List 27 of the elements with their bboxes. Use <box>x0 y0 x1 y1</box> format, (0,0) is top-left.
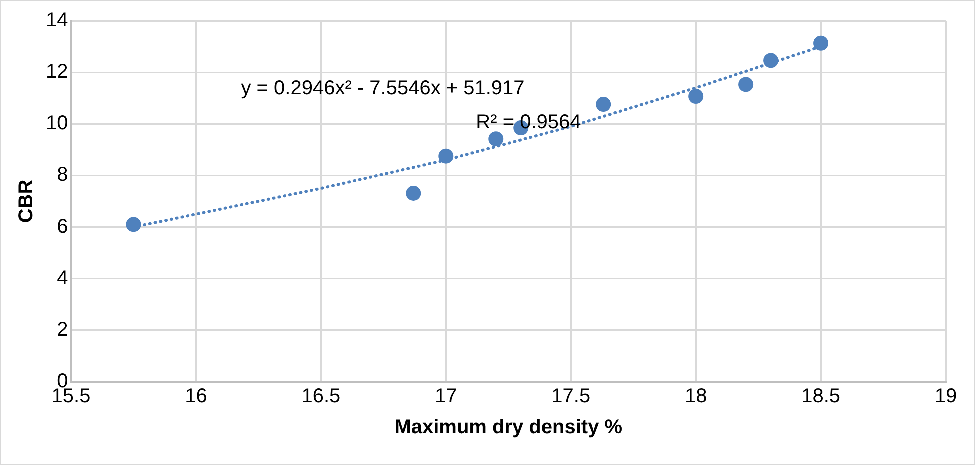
point <box>738 77 754 92</box>
y-tick-label: 6 <box>57 216 68 238</box>
y-tick-label: 2 <box>57 318 68 341</box>
point <box>814 36 829 51</box>
point <box>438 148 454 164</box>
x-axis-title: Maximum dry density % <box>394 416 623 439</box>
x-tick-label: 18.5 <box>802 386 841 408</box>
y-tick-label: 8 <box>57 164 68 186</box>
point <box>126 217 142 232</box>
x-tick-label: 18 <box>684 386 708 408</box>
point <box>688 89 704 104</box>
point <box>406 186 422 202</box>
y-tick-label: 12 <box>46 61 68 84</box>
annotation: R² = 0.9564 <box>476 112 582 134</box>
y-axis-title: CBR <box>16 179 38 224</box>
y-tick-label: 4 <box>57 267 68 290</box>
x-tick-label: 17 <box>435 386 458 408</box>
y-tick-label: 10 <box>46 112 68 135</box>
x-tick-label: 16.5 <box>302 386 341 408</box>
x-tick-label: 17.5 <box>552 386 591 408</box>
y-tick-label: 14 <box>46 10 68 32</box>
point <box>596 97 612 112</box>
x-tick-label: 19 <box>934 386 958 408</box>
annotation: y = 0.2946x² - 7.5546x + 51.917 <box>241 78 525 100</box>
point <box>488 132 504 147</box>
x-tick-label: 16 <box>185 386 208 408</box>
point <box>764 53 779 68</box>
